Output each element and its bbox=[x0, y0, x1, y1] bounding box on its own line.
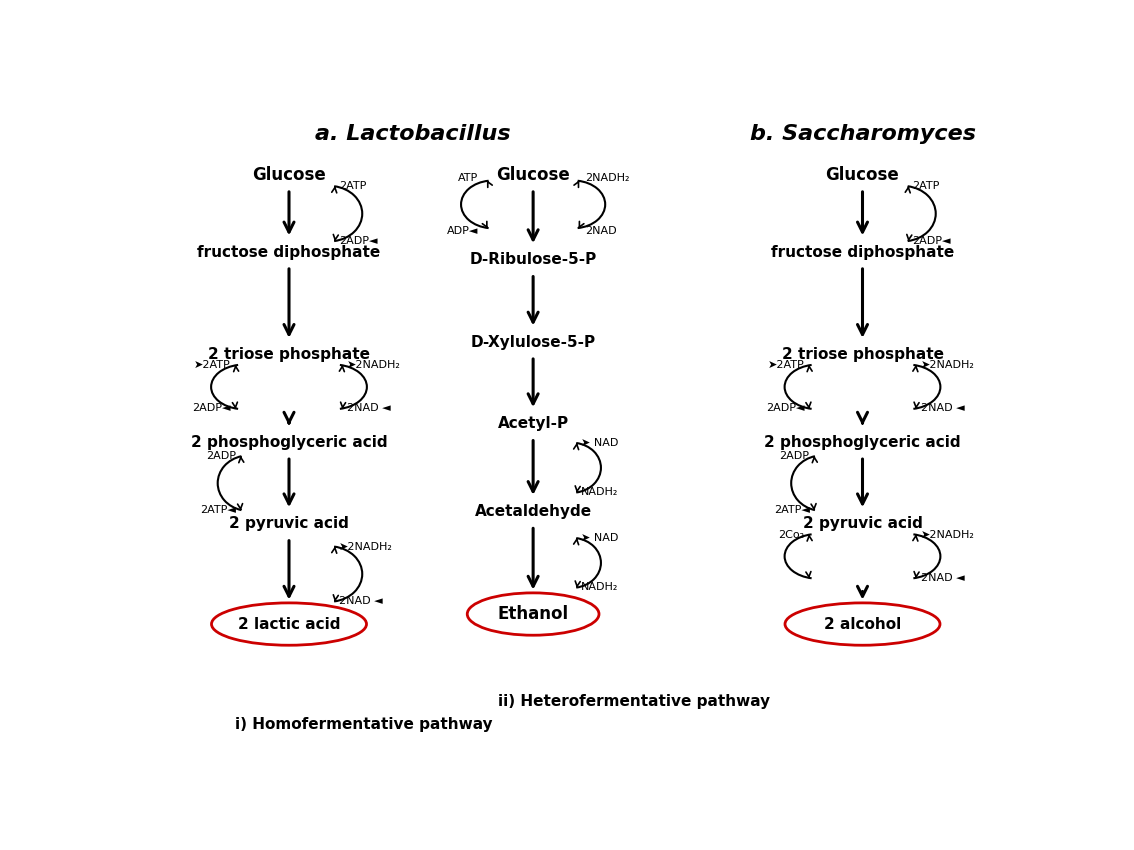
Text: 2NAD ◄: 2NAD ◄ bbox=[921, 573, 964, 583]
Text: Glucose: Glucose bbox=[497, 166, 570, 184]
Text: 2ADP◄: 2ADP◄ bbox=[339, 236, 378, 246]
Text: Glucose: Glucose bbox=[826, 166, 899, 184]
Text: 2 lactic acid: 2 lactic acid bbox=[238, 616, 340, 632]
Text: Glucose: Glucose bbox=[252, 166, 325, 184]
Text: 2 phosphoglyceric acid: 2 phosphoglyceric acid bbox=[191, 435, 388, 450]
Text: 2NAD ◄: 2NAD ◄ bbox=[921, 404, 964, 413]
Text: ➤2NADH₂: ➤2NADH₂ bbox=[339, 541, 392, 552]
Text: 2NAD ◄: 2NAD ◄ bbox=[339, 597, 382, 606]
Text: 2Co₂: 2Co₂ bbox=[778, 530, 804, 540]
Text: NADH₂: NADH₂ bbox=[581, 582, 618, 592]
Text: ➤2NADH₂: ➤2NADH₂ bbox=[921, 360, 974, 371]
Text: 2NAD: 2NAD bbox=[585, 226, 617, 236]
Text: ➤2NADH₂: ➤2NADH₂ bbox=[921, 530, 974, 540]
Text: ii) Heterofermentative pathway: ii) Heterofermentative pathway bbox=[498, 694, 770, 709]
Text: 2ATP◄: 2ATP◄ bbox=[201, 505, 236, 515]
Text: i) Homofermentative pathway: i) Homofermentative pathway bbox=[235, 717, 492, 732]
Text: ➤2NADH₂: ➤2NADH₂ bbox=[347, 360, 401, 371]
Text: 2 pyruvic acid: 2 pyruvic acid bbox=[229, 517, 349, 531]
Text: fructose diphosphate: fructose diphosphate bbox=[771, 245, 954, 259]
Text: 2 triose phosphate: 2 triose phosphate bbox=[781, 347, 943, 362]
Text: fructose diphosphate: fructose diphosphate bbox=[197, 245, 381, 259]
Text: 2ATP◄: 2ATP◄ bbox=[773, 505, 810, 515]
Text: Acetaldehyde: Acetaldehyde bbox=[474, 504, 592, 519]
Text: 2ADP◄: 2ADP◄ bbox=[765, 404, 804, 413]
Text: ATP: ATP bbox=[458, 173, 479, 183]
Text: 2ADP◄: 2ADP◄ bbox=[913, 236, 951, 246]
Text: 2ADP◄: 2ADP◄ bbox=[193, 404, 231, 413]
Text: Ethanol: Ethanol bbox=[498, 605, 568, 623]
Text: Acetyl-P: Acetyl-P bbox=[498, 416, 568, 431]
Text: 2 alcohol: 2 alcohol bbox=[824, 616, 902, 632]
Text: 2 triose phosphate: 2 triose phosphate bbox=[208, 347, 370, 362]
Text: ➤2ATP: ➤2ATP bbox=[768, 360, 804, 371]
Text: 2NAD ◄: 2NAD ◄ bbox=[347, 404, 391, 413]
Text: 2 pyruvic acid: 2 pyruvic acid bbox=[803, 517, 922, 531]
Text: D-Xylulose-5-P: D-Xylulose-5-P bbox=[471, 335, 595, 349]
Text: ➤ NAD: ➤ NAD bbox=[581, 533, 618, 543]
Text: ➤ NAD: ➤ NAD bbox=[581, 438, 618, 448]
Text: a. Lactobacillus: a. Lactobacillus bbox=[315, 124, 510, 144]
Text: 2 phosphoglyceric acid: 2 phosphoglyceric acid bbox=[764, 435, 960, 450]
Text: 2ATP: 2ATP bbox=[913, 181, 940, 191]
Text: ➤2ATP: ➤2ATP bbox=[194, 360, 231, 371]
Text: 2NADH₂: 2NADH₂ bbox=[585, 173, 629, 183]
Text: 2ADP: 2ADP bbox=[779, 451, 810, 462]
Text: ADP◄: ADP◄ bbox=[447, 226, 479, 236]
Text: b. Saccharomyces: b. Saccharomyces bbox=[750, 124, 975, 144]
Text: NADH₂: NADH₂ bbox=[581, 487, 618, 497]
Text: 2ATP: 2ATP bbox=[339, 181, 366, 191]
Text: D-Ribulose-5-P: D-Ribulose-5-P bbox=[469, 252, 596, 268]
Text: 2ADP: 2ADP bbox=[206, 451, 236, 462]
